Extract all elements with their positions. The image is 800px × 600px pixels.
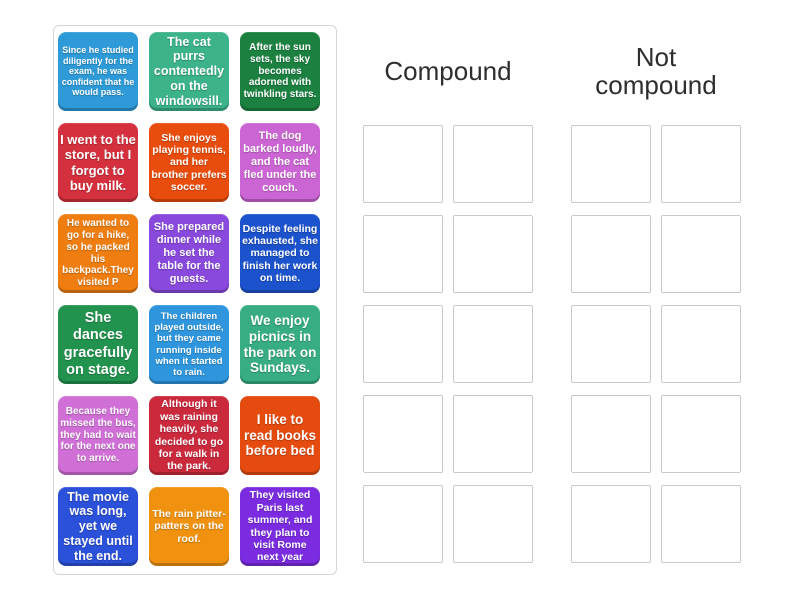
slot-grid-not-compound [571, 125, 741, 563]
sentence-card[interactable]: We enjoy picnics in the park on Sundays. [240, 305, 320, 384]
card-text: The cat purrs contentedly on the windows… [153, 34, 225, 108]
card-text: He wanted to go for a hike, so he packed… [62, 218, 134, 289]
card-text: She prepared dinner while he set the tab… [153, 221, 225, 285]
card-tray: Since he studied diligently for the exam… [53, 25, 337, 575]
card-text: I like to read books before bed [243, 411, 317, 459]
sentence-card[interactable]: Although it was raining heavily, she dec… [149, 396, 229, 475]
drop-slot[interactable] [363, 215, 443, 293]
card-grid: Since he studied diligently for the exam… [58, 32, 320, 566]
card-text: Since he studied diligently for the exam… [61, 44, 135, 98]
drop-slot[interactable] [571, 125, 651, 203]
sentence-card[interactable]: She enjoys playing tennis, and her broth… [149, 123, 229, 202]
drop-slot[interactable] [363, 485, 443, 563]
drop-slot[interactable] [453, 305, 533, 383]
card-text: They visited Paris last summer, and they… [247, 489, 313, 564]
card-text: I went to the store, but I forgot to buy… [60, 131, 136, 193]
drop-slot[interactable] [661, 125, 741, 203]
drop-slot[interactable] [453, 395, 533, 473]
card-text: After the sun sets, the sky becomes ador… [243, 42, 317, 101]
group-not-compound: Not compound [571, 0, 741, 600]
sentence-card[interactable]: The cat purrs contentedly on the windows… [149, 32, 229, 111]
sentence-card[interactable]: After the sun sets, the sky becomes ador… [240, 32, 320, 111]
drop-slot[interactable] [661, 305, 741, 383]
card-text: The rain pitter-patters on the roof. [152, 507, 226, 545]
group-title-not-compound: Not compound [595, 42, 717, 100]
drop-slot[interactable] [453, 215, 533, 293]
card-text: She enjoys playing tennis, and her broth… [151, 131, 227, 194]
drop-slot[interactable] [571, 305, 651, 383]
drop-slot[interactable] [453, 125, 533, 203]
card-text: We enjoy picnics in the park on Sundays. [243, 312, 317, 376]
sentence-card[interactable]: Despite feeling exhausted, she managed t… [240, 214, 320, 293]
drop-slot[interactable] [363, 305, 443, 383]
sentence-card[interactable]: Since he studied diligently for the exam… [58, 32, 138, 111]
sentence-card[interactable]: They visited Paris last summer, and they… [240, 487, 320, 566]
sentence-card[interactable]: She prepared dinner while he set the tab… [149, 214, 229, 293]
sentence-card[interactable]: The dog barked loudly, and the cat fled … [240, 123, 320, 202]
drop-slot[interactable] [661, 395, 741, 473]
drop-slot[interactable] [571, 395, 651, 473]
sentence-card[interactable]: The rain pitter-patters on the roof. [149, 487, 229, 566]
sentence-card[interactable]: The children played outside, but they ca… [149, 305, 229, 384]
card-text: Despite feeling exhausted, she managed t… [242, 222, 318, 285]
drop-slot[interactable] [363, 395, 443, 473]
drop-slot[interactable] [571, 215, 651, 293]
card-text: Although it was raining heavily, she dec… [154, 398, 224, 473]
sentence-card[interactable]: Because they missed the bus, they had to… [58, 396, 138, 475]
sentence-card[interactable]: I like to read books before bed [240, 396, 320, 475]
drop-slot[interactable] [571, 485, 651, 563]
card-text: The dog barked loudly, and the cat fled … [243, 130, 317, 194]
sentence-card[interactable]: I went to the store, but I forgot to buy… [58, 123, 138, 202]
sentence-card[interactable]: She dances gracefully on stage. [58, 305, 138, 384]
sentence-card[interactable]: He wanted to go for a hike, so he packed… [58, 214, 138, 293]
card-text: Because they missed the bus, they had to… [60, 406, 136, 465]
drop-slot[interactable] [453, 485, 533, 563]
drop-slot[interactable] [363, 125, 443, 203]
card-text: She dances gracefully on stage. [63, 310, 133, 378]
card-text: The movie was long, yet we stayed until … [63, 489, 133, 563]
drop-slot[interactable] [661, 215, 741, 293]
sentence-card[interactable]: The movie was long, yet we stayed until … [58, 487, 138, 566]
group-compound: Compound [363, 0, 533, 600]
group-title-compound: Compound [384, 56, 512, 86]
drop-slot[interactable] [661, 485, 741, 563]
slot-grid-compound [363, 125, 533, 563]
card-text: The children played outside, but they ca… [154, 310, 224, 378]
